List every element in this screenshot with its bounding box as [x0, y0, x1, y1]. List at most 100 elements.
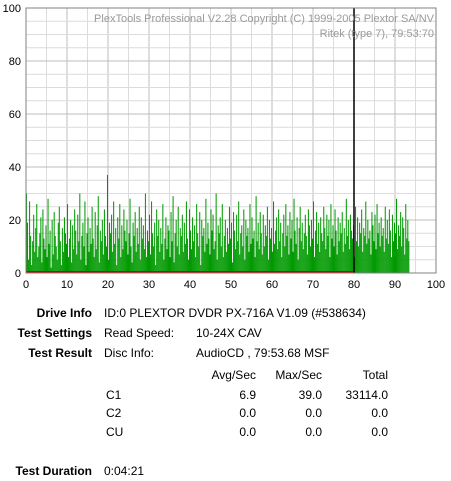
c1-bar: [68, 257, 70, 273]
row-c2-max: 0.0: [305, 406, 322, 420]
c1-bar: [347, 220, 349, 273]
c1-bar: [215, 193, 217, 273]
c1-bar: [264, 225, 266, 273]
row-cu-max: 0.0: [305, 425, 322, 439]
c1-bar: [65, 243, 67, 273]
c1-bar: [219, 217, 221, 273]
c1-bar: [105, 246, 107, 273]
c1-bar: [275, 230, 277, 273]
c1-bar: [263, 246, 265, 273]
c1-bar: [360, 233, 362, 273]
c1-bar: [293, 198, 295, 273]
test-duration-value: 0:04:21: [104, 464, 145, 478]
c1-bar: [97, 196, 99, 273]
c1-error-chart: 0 10 20 30 40 50 60 70 80 90 100 0 20 40 60 80 100 PlexT…: [3, 3, 446, 291]
c1-bar: [37, 257, 39, 273]
c1-bar: [87, 217, 89, 273]
c1-bar: [73, 249, 75, 273]
c1-bar: [280, 222, 282, 273]
c1-bar: [74, 209, 76, 273]
c1-bar: [176, 246, 178, 273]
c1-bar: [238, 201, 240, 273]
c1-bar: [212, 214, 214, 273]
c1-bar: [34, 251, 36, 273]
c1-bar: [325, 249, 327, 273]
c1-bar: [313, 201, 315, 273]
c1-bar: [371, 212, 373, 273]
c1-bar: [147, 241, 149, 273]
c1-bar: [400, 212, 402, 273]
c1-bar: [337, 217, 339, 273]
c1-bar: [343, 227, 345, 273]
c1-bar: [61, 227, 63, 273]
c1-bar: [47, 198, 49, 273]
c1-bar: [357, 217, 359, 273]
c1-bar: [235, 249, 237, 273]
c1-bar: [40, 217, 42, 273]
c1-bar: [118, 238, 120, 273]
read-speed-value: 10-24X CAV: [196, 326, 262, 340]
c1-bar: [224, 220, 226, 273]
c1-bar: [64, 233, 66, 273]
c1-bar: [303, 233, 305, 273]
c1-bar: [407, 220, 409, 273]
c1-bar: [401, 246, 403, 273]
c1-bar: [363, 227, 365, 273]
c1-bar: [308, 225, 310, 273]
c1-bar: [164, 238, 166, 273]
c1-bar: [375, 249, 377, 273]
c1-bar: [150, 254, 152, 273]
c1-bar: [226, 227, 228, 273]
c1-bar: [386, 220, 388, 273]
c1-bar: [161, 243, 163, 273]
c1-bar: [291, 220, 293, 273]
c1-bar: [321, 233, 323, 273]
c1-bar: [335, 230, 337, 273]
c1-bar: [285, 204, 287, 273]
row-cu-avg: 0.0: [239, 425, 256, 439]
c1-bar: [228, 206, 230, 273]
c1-bar: [324, 227, 326, 273]
c1-bar: [251, 217, 253, 273]
c1-bar: [265, 235, 267, 273]
x-tick-label: 80: [348, 279, 360, 291]
c1-bar: [95, 249, 97, 273]
disc-info-label: Disc Info:: [104, 346, 155, 360]
c1-bar: [178, 254, 180, 273]
c1-bar: [250, 243, 252, 273]
c1-bar: [309, 246, 311, 273]
c1-bar: [393, 222, 395, 273]
row-cu-total: 0.0: [371, 425, 388, 439]
c1-bar: [273, 201, 275, 273]
c1-bar: [298, 227, 300, 273]
c1-bar: [138, 206, 140, 273]
c1-bar: [86, 233, 88, 273]
c1-bar: [317, 243, 319, 273]
c1-bar: [384, 206, 386, 273]
c1-bar: [41, 262, 43, 273]
c1-bar: [406, 238, 408, 273]
c1-bar: [133, 235, 135, 273]
disc-info-value: AudioCD , 79:53.68 MSF: [196, 346, 330, 360]
c1-bar: [75, 230, 77, 273]
c1-bar: [59, 241, 61, 273]
axis-ticks: 0 10 20 30 40 50 60 70 80 90 100 0 20 40 60 80 100: [3, 3, 446, 291]
c1-bar: [130, 246, 132, 273]
c1-bar: [255, 196, 257, 273]
c1-bar: [216, 259, 218, 273]
c1-bar: [211, 230, 213, 273]
c1-bar: [269, 238, 271, 273]
c1-bar: [362, 251, 364, 273]
c1-bar: [119, 204, 121, 273]
c1-bar: [35, 227, 37, 273]
c1-bar: [195, 257, 197, 273]
c1-bar: [377, 233, 379, 273]
c1-bar: [115, 227, 117, 273]
c1-bar: [218, 233, 220, 273]
c1-bar: [146, 230, 148, 273]
c1-bar: [200, 265, 202, 273]
c1-bar: [56, 259, 58, 273]
c1-bar: [27, 222, 29, 273]
y-tick-label: 40: [9, 162, 21, 174]
c1-bar: [338, 241, 340, 273]
